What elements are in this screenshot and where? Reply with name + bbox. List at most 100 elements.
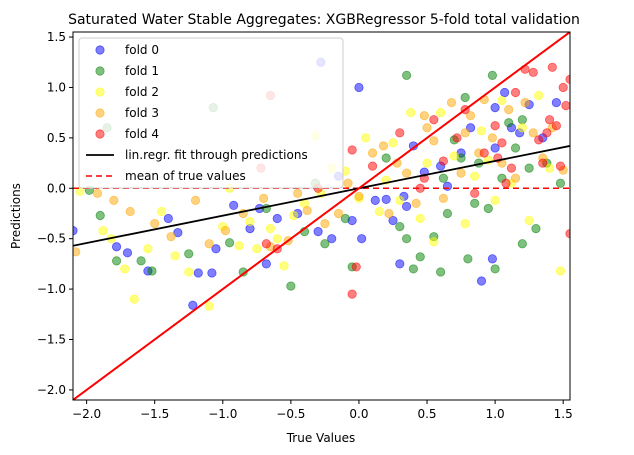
- data-point: [490, 103, 500, 113]
- x-tick-label: 0.5: [417, 407, 436, 421]
- data-point: [401, 70, 412, 80]
- legend-label: mean of true values: [125, 169, 246, 183]
- legend-marker: [95, 129, 105, 139]
- plot-frame: [72, 31, 571, 401]
- data-point: [378, 141, 389, 151]
- data-point: [229, 200, 239, 211]
- data-point: [419, 111, 429, 121]
- data-point: [92, 188, 103, 198]
- data-point: [456, 168, 466, 178]
- data-point: [528, 128, 538, 138]
- data-point: [401, 168, 412, 178]
- data-point: [558, 82, 568, 93]
- data-point: [73, 247, 81, 257]
- data-point: [510, 143, 521, 153]
- data-point: [497, 138, 507, 148]
- data-point: [313, 227, 323, 237]
- data-point: [150, 218, 160, 229]
- legend-item-fold-0: fold 0: [95, 43, 159, 57]
- series-fold-2: [75, 90, 566, 311]
- data-point: [534, 135, 544, 145]
- data-point: [395, 259, 405, 269]
- data-point: [395, 221, 405, 232]
- data-point: [272, 234, 282, 244]
- data-point: [528, 67, 538, 77]
- data-point: [125, 206, 135, 217]
- data-point: [551, 121, 561, 131]
- data-point: [343, 178, 353, 188]
- data-point: [429, 115, 439, 125]
- legend-item-fold-4: fold 4: [95, 127, 159, 141]
- data-point: [381, 153, 391, 163]
- data-point: [333, 208, 344, 219]
- data-point: [109, 195, 119, 205]
- data-point: [470, 188, 480, 198]
- data-point: [259, 193, 269, 203]
- series-fold-4: [256, 62, 570, 299]
- legend-label: fold 1: [125, 64, 159, 78]
- legend-label: lin.regr. fit through predictions: [125, 148, 308, 162]
- data-point: [370, 195, 380, 205]
- data-point: [487, 254, 497, 264]
- fit-line: [73, 145, 570, 247]
- data-point: [422, 158, 432, 168]
- data-point: [147, 266, 157, 276]
- data-point: [476, 276, 487, 286]
- data-point: [381, 194, 391, 204]
- data-point: [490, 264, 500, 274]
- legend-marker: [95, 108, 105, 118]
- data-point: [470, 171, 480, 181]
- data-point: [479, 148, 489, 158]
- data-point: [555, 266, 566, 276]
- data-point: [415, 252, 425, 262]
- data-point: [551, 97, 561, 108]
- data-point: [265, 224, 276, 234]
- data-point: [272, 213, 282, 224]
- y-tick-label: 0.5: [47, 131, 66, 145]
- y-tick-label: −1.0: [37, 282, 66, 296]
- data-point: [129, 294, 139, 304]
- data-point: [436, 267, 446, 277]
- data-point: [261, 239, 271, 249]
- data-point: [408, 264, 419, 274]
- data-point: [143, 244, 153, 254]
- data-point: [547, 62, 557, 72]
- data-point: [510, 173, 521, 183]
- x-tick-label: 1.0: [486, 407, 505, 421]
- x-tick-label: −1.5: [140, 407, 169, 421]
- x-tick-label: −1.0: [208, 407, 237, 421]
- data-point: [211, 244, 221, 254]
- data-point: [520, 97, 530, 108]
- data-point: [401, 201, 412, 212]
- data-point: [460, 92, 470, 103]
- data-point: [173, 228, 183, 238]
- legend-item-fold-1: fold 1: [95, 64, 159, 78]
- data-point: [207, 268, 217, 278]
- legend-marker: [95, 87, 105, 97]
- legend-item-mean-line: mean of true values: [86, 169, 246, 183]
- data-point: [288, 210, 299, 221]
- data-point: [136, 256, 146, 266]
- data-point: [340, 213, 350, 224]
- data-point: [542, 128, 552, 138]
- data-point: [111, 242, 122, 252]
- data-point: [261, 259, 271, 269]
- data-point: [293, 188, 303, 198]
- data-point: [320, 218, 330, 229]
- data-point: [429, 136, 439, 146]
- data-point: [463, 254, 473, 264]
- identity-line: [73, 32, 570, 400]
- data-point: [347, 289, 357, 299]
- data-point: [361, 133, 371, 143]
- data-point: [220, 226, 231, 236]
- data-point: [120, 264, 130, 274]
- data-point: [388, 138, 398, 148]
- legend-item-fold-2: fold 2: [95, 85, 159, 99]
- data-point: [555, 178, 566, 188]
- data-point: [184, 267, 194, 277]
- data-point: [279, 261, 289, 271]
- legend-marker: [95, 45, 105, 55]
- data-point: [204, 301, 214, 311]
- data-point: [367, 148, 378, 158]
